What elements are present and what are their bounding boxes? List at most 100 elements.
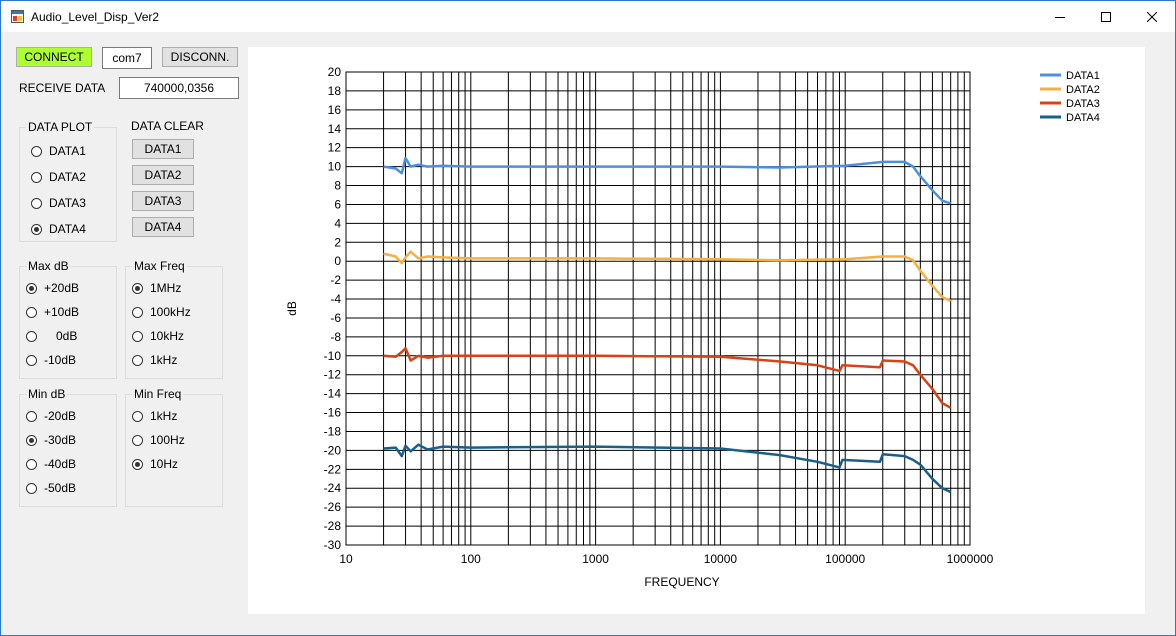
min-freq-group: Min Freq 1kHz 100Hz 10Hz [125, 387, 223, 507]
connect-button[interactable]: CONNECT [16, 47, 92, 67]
radio-circle[interactable] [132, 434, 143, 446]
clear-data2-button[interactable]: DATA2 [132, 165, 194, 185]
radio-circle[interactable] [132, 458, 143, 470]
close-button[interactable] [1129, 1, 1175, 32]
radio-circle[interactable] [31, 171, 42, 183]
maximize-icon [1101, 11, 1111, 22]
y-tick-label: 18 [328, 84, 342, 98]
radio-circle[interactable] [26, 434, 37, 446]
x-tick-label: 1000 [582, 552, 609, 566]
chart-grid [346, 71, 970, 546]
min-db-radio-0[interactable]: -20dB [26, 409, 76, 423]
max-freq-radio-0[interactable]: 1MHz [132, 281, 181, 295]
y-tick-label: 8 [334, 179, 341, 193]
radio-circle[interactable] [132, 410, 143, 422]
legend-label-data1: DATA1 [1066, 70, 1100, 82]
x-tick-label: 100000 [825, 552, 865, 566]
clear-data1-button[interactable]: DATA1 [132, 139, 194, 159]
radio-label: 100kHz [150, 305, 191, 319]
legend-label-data3: DATA3 [1066, 98, 1100, 110]
y-tick-label: 16 [328, 103, 342, 117]
x-tick-label: 10000 [704, 552, 738, 566]
window-title: Audio_Level_Disp_Ver2 [31, 10, 160, 24]
radio-circle[interactable] [26, 330, 37, 342]
radio-label: +20dB [44, 281, 80, 295]
y-tick-label: -14 [324, 387, 342, 401]
max-db-radio-3[interactable]: -10dB [26, 353, 76, 367]
radio-circle[interactable] [132, 354, 143, 366]
radio-circle[interactable] [132, 330, 143, 342]
clear-data3-button[interactable]: DATA3 [132, 191, 194, 211]
data-plot-radio-2[interactable]: DATA3 [31, 196, 86, 210]
maximize-button[interactable] [1083, 1, 1129, 32]
radio-circle[interactable] [132, 282, 143, 294]
max-db-radio-2[interactable]: 0dB [26, 329, 77, 343]
radio-label: DATA3 [49, 196, 86, 210]
min-db-radio-2[interactable]: -40dB [26, 457, 76, 471]
radio-circle[interactable] [31, 223, 42, 235]
radio-label: 1kHz [150, 409, 178, 423]
radio-label: 10Hz [150, 457, 179, 471]
radio-label: 1kHz [150, 353, 178, 367]
min-db-group: Min dB -20dB -30dB -40dB -50dB [19, 387, 117, 507]
minimize-button[interactable] [1037, 1, 1083, 32]
disconnect-button[interactable]: DISCONN. [162, 47, 238, 67]
y-tick-label: 20 [328, 65, 342, 79]
max-freq-radio-3[interactable]: 1kHz [132, 353, 177, 367]
radio-label: -10dB [44, 353, 77, 367]
radio-circle[interactable] [26, 458, 37, 470]
y-tick-label: 6 [334, 197, 341, 211]
max-freq-radio-1[interactable]: 100kHz [132, 305, 191, 319]
frequency-response-chart: -30-28-26-24-22-20-18-16-14-12-10-8-6-4-… [285, 65, 1100, 589]
data-plot-radio-1[interactable]: DATA2 [31, 170, 86, 184]
minimize-icon [1055, 16, 1065, 18]
min-freq-radio-1[interactable]: 100Hz [132, 433, 185, 447]
radio-circle[interactable] [26, 410, 37, 422]
min-db-title: Min dB [26, 387, 68, 401]
y-tick-label: -30 [324, 538, 342, 552]
legend-label-data4: DATA4 [1066, 112, 1100, 124]
y-axis-title: dB [285, 301, 299, 316]
radio-circle[interactable] [26, 282, 37, 294]
series-line-data4 [383, 443, 952, 494]
close-icon [1147, 11, 1157, 22]
x-tick-label: 1000000 [947, 552, 994, 566]
chart-series [383, 156, 952, 494]
max-freq-radio-2[interactable]: 10kHz [132, 329, 184, 343]
data-plot-radio-3[interactable]: DATA4 [31, 222, 86, 236]
radio-label: -50dB [44, 481, 77, 495]
min-freq-radio-0[interactable]: 1kHz [132, 409, 177, 423]
radio-label: -20dB [44, 409, 77, 423]
title-bar[interactable]: Audio_Level_Disp_Ver2 [1, 1, 1175, 32]
radio-circle[interactable] [31, 145, 42, 157]
data-clear-title: DATA CLEAR [131, 119, 204, 133]
y-tick-label: -16 [324, 406, 342, 420]
y-tick-label: -18 [324, 424, 342, 438]
y-tick-label: -10 [324, 349, 342, 363]
clear-data4-button[interactable]: DATA4 [132, 217, 194, 237]
x-tick-label: 10 [339, 552, 353, 566]
radio-circle[interactable] [26, 306, 37, 318]
min-freq-radio-2[interactable]: 10Hz [132, 457, 178, 471]
radio-circle[interactable] [132, 306, 143, 318]
data-plot-radio-0[interactable]: DATA1 [31, 144, 86, 158]
radio-label: DATA4 [49, 222, 86, 236]
y-tick-label: -8 [330, 330, 341, 344]
radio-label: +10dB [44, 305, 80, 319]
max-db-group: Max dB +20dB +10dB 0dB -10dB [19, 259, 117, 379]
y-tick-label: -28 [324, 519, 342, 533]
radio-label: DATA2 [49, 170, 86, 184]
max-db-radio-0[interactable]: +20dB [26, 281, 79, 295]
receive-data-field[interactable]: 740000,0356 [119, 77, 239, 99]
radio-label: 1MHz [150, 281, 182, 295]
max-db-radio-1[interactable]: +10dB [26, 305, 79, 319]
min-db-radio-1[interactable]: -30dB [26, 433, 76, 447]
radio-circle[interactable] [31, 197, 42, 209]
radio-circle[interactable] [26, 354, 37, 366]
min-db-radio-3[interactable]: -50dB [26, 481, 76, 495]
radio-circle[interactable] [26, 482, 37, 494]
radio-label: -30dB [44, 433, 77, 447]
port-field[interactable]: com7 [102, 47, 152, 69]
chart-axes: -30-28-26-24-22-20-18-16-14-12-10-8-6-4-… [285, 65, 994, 589]
